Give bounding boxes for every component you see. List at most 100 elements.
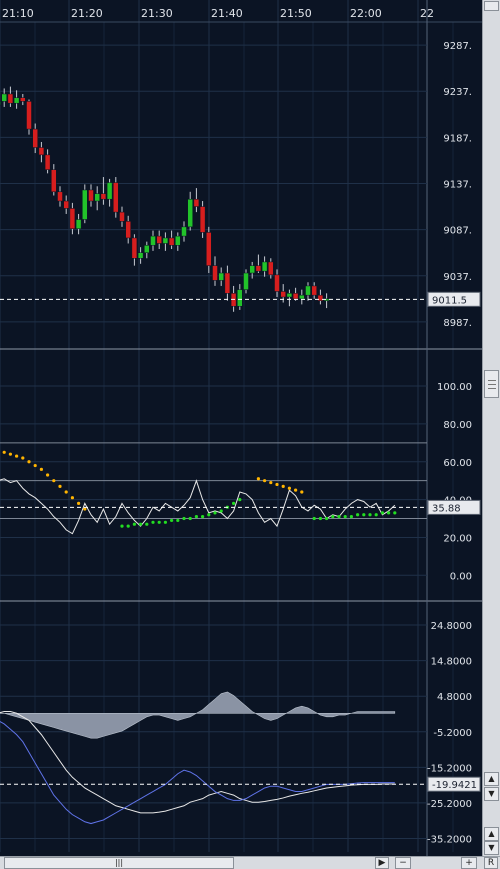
scroll-bottom-button[interactable]: ▼: [484, 841, 499, 855]
candle-body: [125, 221, 131, 239]
tick-label: 9237.: [443, 87, 472, 98]
series-dot: [263, 479, 267, 483]
horizontal-scrollbar[interactable]: ||| ▶ − + R: [0, 856, 500, 869]
tick-label: -25.2000: [427, 799, 472, 810]
reset-button[interactable]: R: [484, 857, 498, 869]
grip-line: [488, 384, 496, 385]
scroll-up-button[interactable]: ▲: [484, 772, 499, 786]
candle-body: [218, 272, 224, 281]
candle-body: [243, 272, 249, 290]
candle-body: [100, 193, 107, 200]
candle-body: [317, 294, 324, 301]
series-dot: [15, 454, 19, 458]
tick-label: 9287.: [443, 41, 472, 52]
chart-area[interactable]: 21:10 21:20 21:30 21:40 21:50 22:00 22 9287.92…: [0, 0, 482, 856]
series-dot: [8, 452, 12, 456]
vertical-scrollbar[interactable]: ▲ ▼ ▲ ▼: [482, 0, 500, 856]
series-line: [0, 710, 395, 814]
tick-label: 9037.: [443, 272, 472, 283]
series-dot: [139, 522, 143, 526]
chart-grid: [0, 0, 482, 856]
series-dot: [83, 507, 87, 511]
candle-body: [156, 235, 162, 244]
candle-body: [168, 237, 175, 246]
time-label: 22: [420, 7, 434, 20]
oscillator-panel[interactable]: [0, 442, 427, 535]
tick-label: 100.00: [437, 382, 472, 393]
series-dot: [145, 522, 149, 526]
candle-body: [119, 211, 125, 222]
grip-icon: |||: [114, 858, 124, 867]
series-dot: [343, 515, 347, 519]
series-dot: [269, 480, 273, 485]
candle-body: [150, 235, 156, 246]
series-dot: [238, 498, 242, 502]
grip-line: [488, 388, 496, 389]
scroll-thumb[interactable]: [484, 370, 499, 398]
series-dot: [39, 467, 44, 471]
series-line: [0, 720, 395, 825]
candle-body: [212, 265, 218, 281]
candle-body: [255, 265, 262, 272]
candle-body: [187, 198, 193, 228]
scroll-top-button[interactable]: ▲: [484, 827, 499, 841]
series-dot: [46, 473, 50, 477]
scroll-top-handle[interactable]: [484, 1, 499, 11]
series-dot: [368, 513, 372, 517]
candle-body: [7, 93, 14, 104]
candle-body: [1, 93, 7, 102]
candle-body: [268, 261, 274, 276]
grip-line: [488, 380, 496, 381]
tick-label: 24.8000: [431, 621, 472, 632]
time-label: 21:20: [71, 7, 103, 20]
series-dot: [120, 524, 124, 528]
price-panel[interactable]: [0, 86, 427, 312]
candle-body: [137, 252, 144, 259]
candle-body: [13, 97, 20, 104]
series-dot: [33, 463, 37, 468]
candle-body: [175, 235, 181, 246]
candle-body: [280, 291, 286, 298]
price-axis: 9287. 9237. 9187. 9137. 9087. 9037. 8987. 9011.…: [427, 41, 481, 845]
tick-label: -15.2000: [427, 763, 472, 774]
candle-body: [237, 289, 243, 307]
series-dot: [294, 488, 298, 492]
candle-body: [57, 191, 63, 202]
series-dot: [132, 522, 136, 526]
tick-label: 9187.: [443, 133, 472, 144]
tick-label: 14.8000: [431, 657, 472, 668]
current-value-label: 35.88: [432, 503, 461, 514]
up-arrow-icon: ▲: [488, 829, 495, 838]
series-dot: [188, 516, 192, 521]
down-arrow-icon: ▼: [488, 789, 495, 798]
series-dot: [2, 450, 6, 454]
scroll-right-button[interactable]: ▶: [375, 857, 389, 869]
macd-panel[interactable]: [0, 691, 427, 825]
tick-label: 8987.: [443, 318, 472, 329]
tick-label: -35.2000: [427, 834, 472, 845]
series-dot: [362, 513, 366, 517]
series-dot: [256, 477, 260, 481]
candle-body: [44, 154, 51, 170]
candle-body: [94, 193, 100, 202]
tick-label: 0.00: [450, 571, 472, 582]
zoom-in-button[interactable]: +: [461, 857, 477, 869]
series-dot: [275, 482, 279, 487]
tick-label: -5.2000: [433, 728, 472, 739]
candle-body: [26, 101, 32, 130]
zoom-out-button[interactable]: −: [395, 857, 411, 869]
minus-icon: −: [399, 858, 407, 868]
hscroll-thumb[interactable]: |||: [4, 857, 234, 869]
candle-body: [274, 274, 280, 292]
current-value-box: [427, 499, 481, 515]
series-dot: [300, 490, 304, 494]
tick-label: 80.00: [443, 420, 472, 431]
scroll-down-button[interactable]: ▼: [484, 787, 499, 801]
candle-body: [63, 200, 69, 209]
candle-body: [311, 285, 317, 296]
macd-histogram: [0, 691, 396, 739]
series-dot: [374, 513, 378, 517]
down-arrow-icon: ▼: [488, 843, 495, 852]
candle-body: [82, 189, 88, 220]
up-arrow-icon: ▲: [488, 774, 495, 783]
